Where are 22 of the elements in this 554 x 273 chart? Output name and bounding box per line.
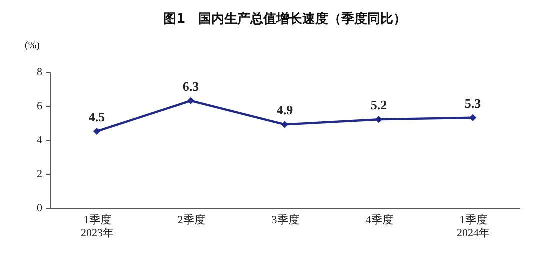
data-label: 4.5 bbox=[88, 110, 106, 124]
point bbox=[187, 97, 195, 104]
y-tick-label: 0 bbox=[37, 202, 43, 214]
point bbox=[281, 121, 289, 128]
y-tick-label: 4 bbox=[37, 134, 43, 146]
y-tick-label: 2 bbox=[37, 168, 42, 180]
x-tick-label: 2季度 bbox=[178, 214, 206, 226]
y-axis-title: (%) bbox=[25, 40, 40, 52]
point bbox=[375, 116, 383, 124]
x-tick-label: 1季度 2023年 bbox=[81, 214, 114, 240]
data-label: 4.9 bbox=[276, 102, 294, 118]
point bbox=[93, 128, 101, 136]
y-tick-label: 8 bbox=[37, 66, 43, 78]
x-tick-label: 3季度 bbox=[272, 214, 300, 226]
point bbox=[469, 114, 477, 122]
data-label: 6.3 bbox=[182, 78, 200, 94]
data-label: 5.2 bbox=[370, 98, 388, 113]
data-label: 5.3 bbox=[464, 96, 482, 111]
chart-title: 图1 国内生产总值增长速度（季度同比） bbox=[163, 11, 407, 27]
y-tick-label: 6 bbox=[37, 100, 43, 112]
x-tick-label: 1季度 2024年 bbox=[457, 214, 490, 240]
x-tick-label: 4季度 bbox=[366, 214, 394, 226]
